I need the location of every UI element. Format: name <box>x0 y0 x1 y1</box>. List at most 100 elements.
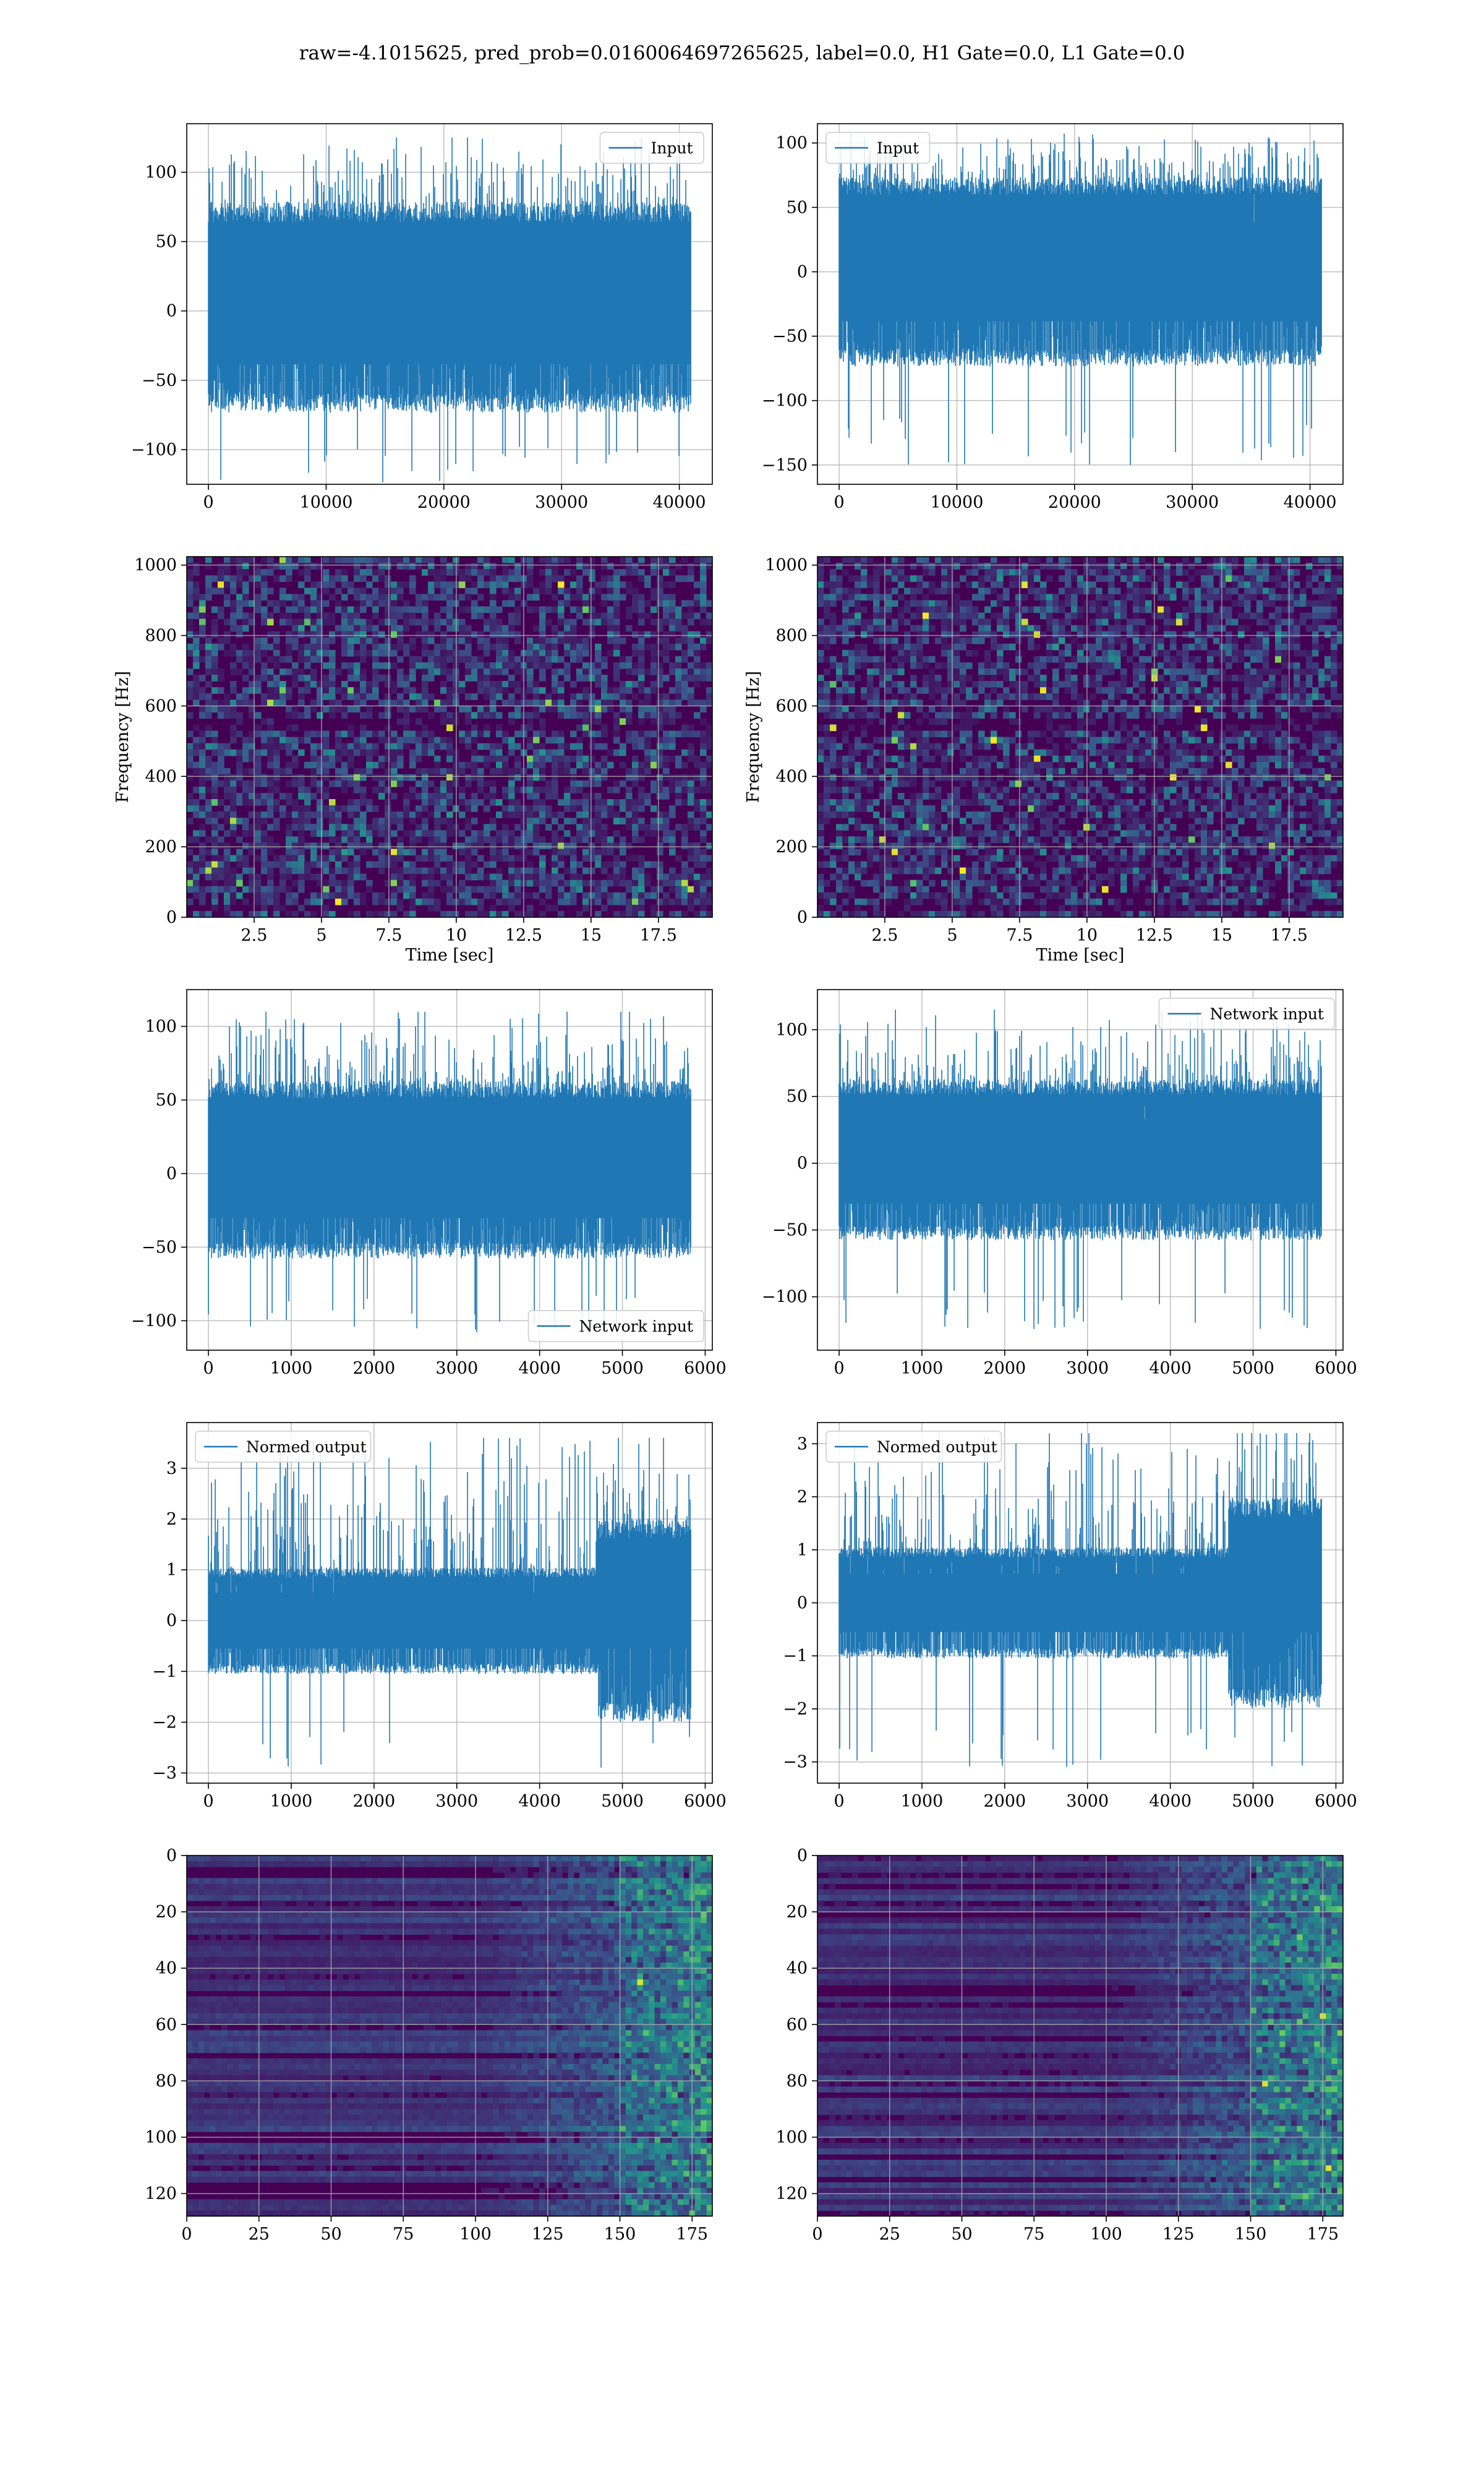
heatmap-cell <box>378 898 385 905</box>
heatmap-cell <box>255 886 262 893</box>
heatmap-cell <box>1164 656 1171 663</box>
heatmap-cell <box>545 749 552 756</box>
heatmap-cell <box>428 737 435 744</box>
heatmap-cell <box>947 606 954 614</box>
heatmap-cell <box>1046 706 1053 713</box>
heatmap-cell <box>694 600 701 607</box>
heatmap-cell <box>366 594 373 601</box>
heatmap-cell <box>199 755 206 763</box>
heatmap-cell <box>310 643 317 651</box>
heatmap-cell <box>1182 730 1189 738</box>
heatmap-cell <box>1219 649 1226 657</box>
heatmap-cell <box>1312 618 1319 626</box>
heatmap-cell <box>885 687 892 694</box>
heatmap-cell <box>187 761 194 769</box>
heatmap-cell <box>298 855 305 862</box>
heatmap-cell <box>545 842 552 850</box>
heatmap-cell <box>552 675 558 682</box>
heatmap-cell <box>502 793 509 800</box>
heatmap-cell <box>1009 612 1016 620</box>
heatmap-cell <box>1009 557 1016 563</box>
heatmap-cell <box>1009 693 1016 700</box>
heatmap-cell <box>199 898 206 905</box>
heatmap-cell <box>1046 575 1053 582</box>
heatmap-cell <box>459 880 466 887</box>
heatmap-cell <box>298 737 305 744</box>
heatmap-cell <box>632 649 639 657</box>
heatmap-cell <box>471 910 478 918</box>
heatmap-cell <box>657 861 663 868</box>
heatmap-cell <box>675 799 682 806</box>
heatmap-cell <box>1176 612 1183 620</box>
heatmap-cell <box>1244 643 1251 651</box>
heatmap-cell <box>817 588 824 594</box>
heatmap-cell <box>539 855 546 862</box>
heatmap-cell <box>1059 563 1065 570</box>
heatmap-cell <box>490 818 497 824</box>
heatmap-cell <box>187 712 194 719</box>
heatmap-cell <box>558 612 565 620</box>
heatmap-cell <box>935 712 942 719</box>
heatmap-cell <box>341 730 348 738</box>
heatmap-cell <box>830 612 837 620</box>
heatmap-cell <box>310 656 317 663</box>
heatmap-cell <box>991 755 997 763</box>
heatmap-cell <box>688 774 694 781</box>
heatmap-cell <box>700 557 707 563</box>
heatmap-cell <box>1269 588 1276 594</box>
heatmap-cell <box>1238 649 1245 657</box>
heatmap-cell <box>601 892 608 899</box>
heatmap-cell <box>650 818 657 824</box>
heatmap-cell <box>700 606 707 614</box>
heatmap-cell <box>558 656 565 663</box>
heatmap-cell <box>570 712 577 719</box>
heatmap-cell <box>187 743 194 750</box>
heatmap-cell <box>620 761 626 769</box>
heatmap-cell <box>199 612 206 620</box>
heatmap-cell <box>1034 631 1041 638</box>
heatmap-cell <box>1207 631 1214 638</box>
heatmap-cell <box>1096 612 1102 620</box>
heatmap-cell <box>824 681 830 688</box>
heatmap-cell <box>310 824 317 831</box>
heatmap-cell <box>1195 588 1201 594</box>
heatmap-cell <box>1318 730 1325 738</box>
heatmap-cell <box>1226 675 1232 682</box>
heatmap-cell <box>700 668 707 675</box>
heatmap-cell <box>354 563 360 570</box>
heatmap-cell <box>700 836 707 843</box>
heatmap-cell <box>898 687 905 694</box>
y-tick-label: 0 <box>166 908 177 927</box>
heatmap-cell <box>416 662 422 669</box>
heatmap-cell <box>867 712 874 719</box>
heatmap-cell <box>533 761 540 769</box>
heatmap-cell <box>885 594 892 601</box>
heatmap-cell <box>1071 662 1078 669</box>
heatmap-cell <box>459 898 466 905</box>
heatmap-cell <box>187 805 194 812</box>
heatmap-cell <box>372 892 379 899</box>
heatmap-cell <box>669 625 676 632</box>
heatmap-cell <box>360 749 367 756</box>
heatmap-cell <box>1052 743 1059 750</box>
heatmap-cell <box>514 656 521 663</box>
heatmap-cell <box>601 811 608 818</box>
heatmap-cell <box>440 569 447 576</box>
heatmap-cell <box>428 662 435 669</box>
heatmap-cell <box>218 743 224 750</box>
heatmap-cell <box>923 687 929 694</box>
heatmap-cell <box>1182 581 1189 588</box>
heatmap-cell <box>490 588 497 594</box>
heatmap-cell <box>1164 563 1171 570</box>
heatmap-cell <box>681 910 688 918</box>
heatmap-cell <box>904 631 911 638</box>
heatmap-cell <box>873 700 880 706</box>
heatmap-cell <box>644 687 651 694</box>
heatmap-cell <box>242 656 249 663</box>
heatmap-cell <box>978 712 985 719</box>
heatmap-cell <box>385 880 391 887</box>
heatmap-cell <box>484 687 490 694</box>
heatmap-cell <box>199 743 206 750</box>
heatmap-cell <box>929 693 936 700</box>
heatmap-cell <box>1071 693 1078 700</box>
